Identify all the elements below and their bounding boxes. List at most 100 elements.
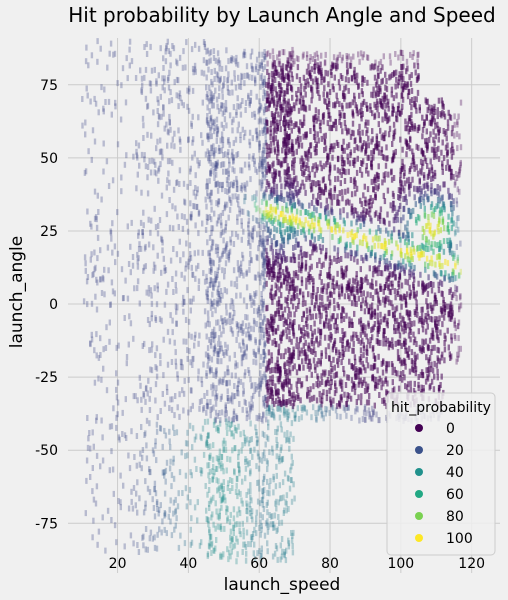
data-point xyxy=(297,56,300,63)
data-point xyxy=(403,239,407,246)
data-point xyxy=(233,70,236,77)
data-point xyxy=(197,45,201,52)
data-point xyxy=(167,513,170,520)
data-point xyxy=(112,51,115,58)
data-point xyxy=(352,286,355,293)
data-point xyxy=(271,404,274,411)
data-point xyxy=(397,339,400,346)
data-point xyxy=(209,399,212,405)
data-point xyxy=(255,136,259,143)
data-point xyxy=(181,300,185,307)
data-point xyxy=(308,171,311,178)
data-point xyxy=(206,239,209,246)
data-point xyxy=(272,319,275,326)
data-point xyxy=(89,340,92,347)
data-point xyxy=(416,244,420,251)
data-point xyxy=(245,284,249,291)
data-point xyxy=(171,43,174,49)
data-point xyxy=(297,127,301,134)
data-point xyxy=(310,66,313,73)
data-point xyxy=(289,54,293,61)
data-point xyxy=(267,83,270,90)
data-point xyxy=(209,124,212,131)
data-point xyxy=(268,194,271,201)
data-point xyxy=(234,489,238,495)
data-point xyxy=(172,424,175,431)
data-point xyxy=(355,185,359,192)
data-point xyxy=(276,388,280,395)
data-point xyxy=(287,412,291,419)
data-point xyxy=(189,499,192,506)
data-point xyxy=(390,176,394,183)
data-point xyxy=(404,383,407,390)
data-point xyxy=(228,477,232,483)
data-point xyxy=(216,76,219,83)
data-point xyxy=(305,283,308,290)
data-point xyxy=(456,257,459,264)
data-point xyxy=(216,201,220,208)
data-point xyxy=(225,505,228,512)
data-point xyxy=(254,520,258,527)
data-point xyxy=(328,255,332,262)
data-point xyxy=(208,321,211,328)
data-point xyxy=(211,238,214,245)
data-point xyxy=(162,469,165,476)
data-point xyxy=(285,202,288,209)
data-point xyxy=(217,291,220,297)
data-point xyxy=(208,454,212,461)
data-point xyxy=(315,207,318,214)
data-point xyxy=(357,368,361,375)
data-point xyxy=(163,510,166,516)
data-point xyxy=(314,136,317,143)
data-point xyxy=(237,489,240,496)
data-point xyxy=(353,66,356,73)
data-point xyxy=(236,95,239,102)
data-point xyxy=(399,192,402,199)
data-point xyxy=(302,74,306,81)
data-point xyxy=(306,162,309,169)
data-point xyxy=(375,376,378,383)
data-point xyxy=(153,285,156,292)
data-point xyxy=(355,271,358,277)
data-point xyxy=(223,317,227,323)
data-point xyxy=(278,520,281,527)
data-point xyxy=(233,424,237,431)
data-point xyxy=(351,160,355,166)
data-point xyxy=(309,182,312,189)
data-point xyxy=(286,57,289,64)
data-point xyxy=(229,511,232,518)
data-point xyxy=(248,401,251,408)
data-point xyxy=(314,149,317,156)
data-point xyxy=(265,323,268,330)
data-point xyxy=(100,84,103,91)
data-point xyxy=(197,114,200,121)
data-point xyxy=(336,361,340,368)
data-point xyxy=(458,306,461,313)
data-point xyxy=(318,294,322,301)
data-point xyxy=(149,169,153,176)
data-point xyxy=(253,158,256,165)
data-point xyxy=(394,83,397,90)
data-point xyxy=(434,316,437,323)
data-point xyxy=(140,87,143,94)
data-point xyxy=(346,395,349,402)
data-point xyxy=(186,87,189,94)
data-point xyxy=(271,329,275,336)
data-point xyxy=(249,534,253,541)
data-point xyxy=(261,66,265,73)
data-point xyxy=(383,198,387,205)
data-point xyxy=(120,266,124,273)
data-point xyxy=(214,417,217,424)
data-point xyxy=(125,435,128,441)
data-point xyxy=(167,84,171,91)
data-point xyxy=(210,199,213,206)
data-point xyxy=(268,232,272,238)
data-point xyxy=(287,74,290,81)
data-point xyxy=(252,358,255,365)
data-point xyxy=(320,165,323,172)
data-point xyxy=(292,276,295,283)
data-point xyxy=(96,58,99,65)
data-point xyxy=(379,254,382,261)
data-point xyxy=(241,442,244,449)
data-point xyxy=(342,227,345,234)
